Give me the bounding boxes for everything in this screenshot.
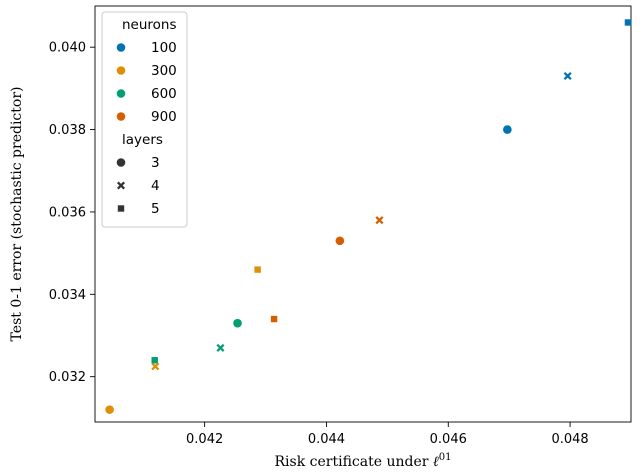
legend-title-neurons: neurons (122, 17, 177, 33)
y-axis-label: Test 0-1 error (stochastic predictor) (9, 87, 25, 342)
y-tick-label: 0.036 (49, 205, 86, 220)
legend-label: 600 (151, 86, 177, 102)
y-tick-label: 0.040 (49, 41, 86, 56)
legend-box (101, 11, 188, 228)
x-tick-label: 0.044 (308, 432, 345, 447)
data-point (233, 318, 242, 328)
x-tick-label: 0.048 (551, 432, 588, 447)
data-points (105, 19, 632, 414)
legend-label: 300 (151, 63, 177, 79)
legend-label: 900 (151, 109, 177, 125)
legend-marker (116, 181, 126, 190)
axis-ticks: 0.042 0.044 0.046 0.048 0.032 0.034 0.036 0.038… (49, 41, 589, 447)
y-tick-label: 0.032 (49, 370, 86, 385)
legend-title-layers: layers (122, 132, 163, 148)
data-point (151, 357, 158, 364)
data-point (624, 19, 632, 26)
data-point (563, 72, 572, 81)
legend-marker (116, 112, 126, 121)
data-point (254, 266, 261, 273)
legend-label: 3 (151, 155, 160, 171)
legend-marker (116, 43, 126, 52)
data-point (105, 405, 114, 414)
legend-marker (116, 158, 126, 167)
x-tick-label: 0.042 (186, 432, 223, 447)
y-tick-label: 0.038 (49, 123, 86, 138)
data-point (335, 236, 345, 246)
legend-marker (116, 66, 126, 75)
plot-area (94, 5, 632, 423)
legend-label: 100 (151, 40, 177, 56)
legend-marker (117, 205, 125, 212)
data-point (270, 315, 278, 323)
data-point (216, 343, 225, 352)
legend-marker (116, 89, 126, 98)
x-axis-label: Risk certificate under ℓ01 (275, 452, 452, 470)
data-point (375, 216, 384, 225)
legend-label: 4 (151, 178, 160, 194)
legend-label: 5 (151, 201, 160, 217)
data-point (503, 125, 512, 134)
x-tick-label: 0.046 (430, 432, 467, 447)
data-point (151, 362, 160, 371)
legend: neurons 100 300 600 900 layers 3 4 5 (101, 11, 188, 228)
y-tick-label: 0.034 (49, 288, 86, 303)
